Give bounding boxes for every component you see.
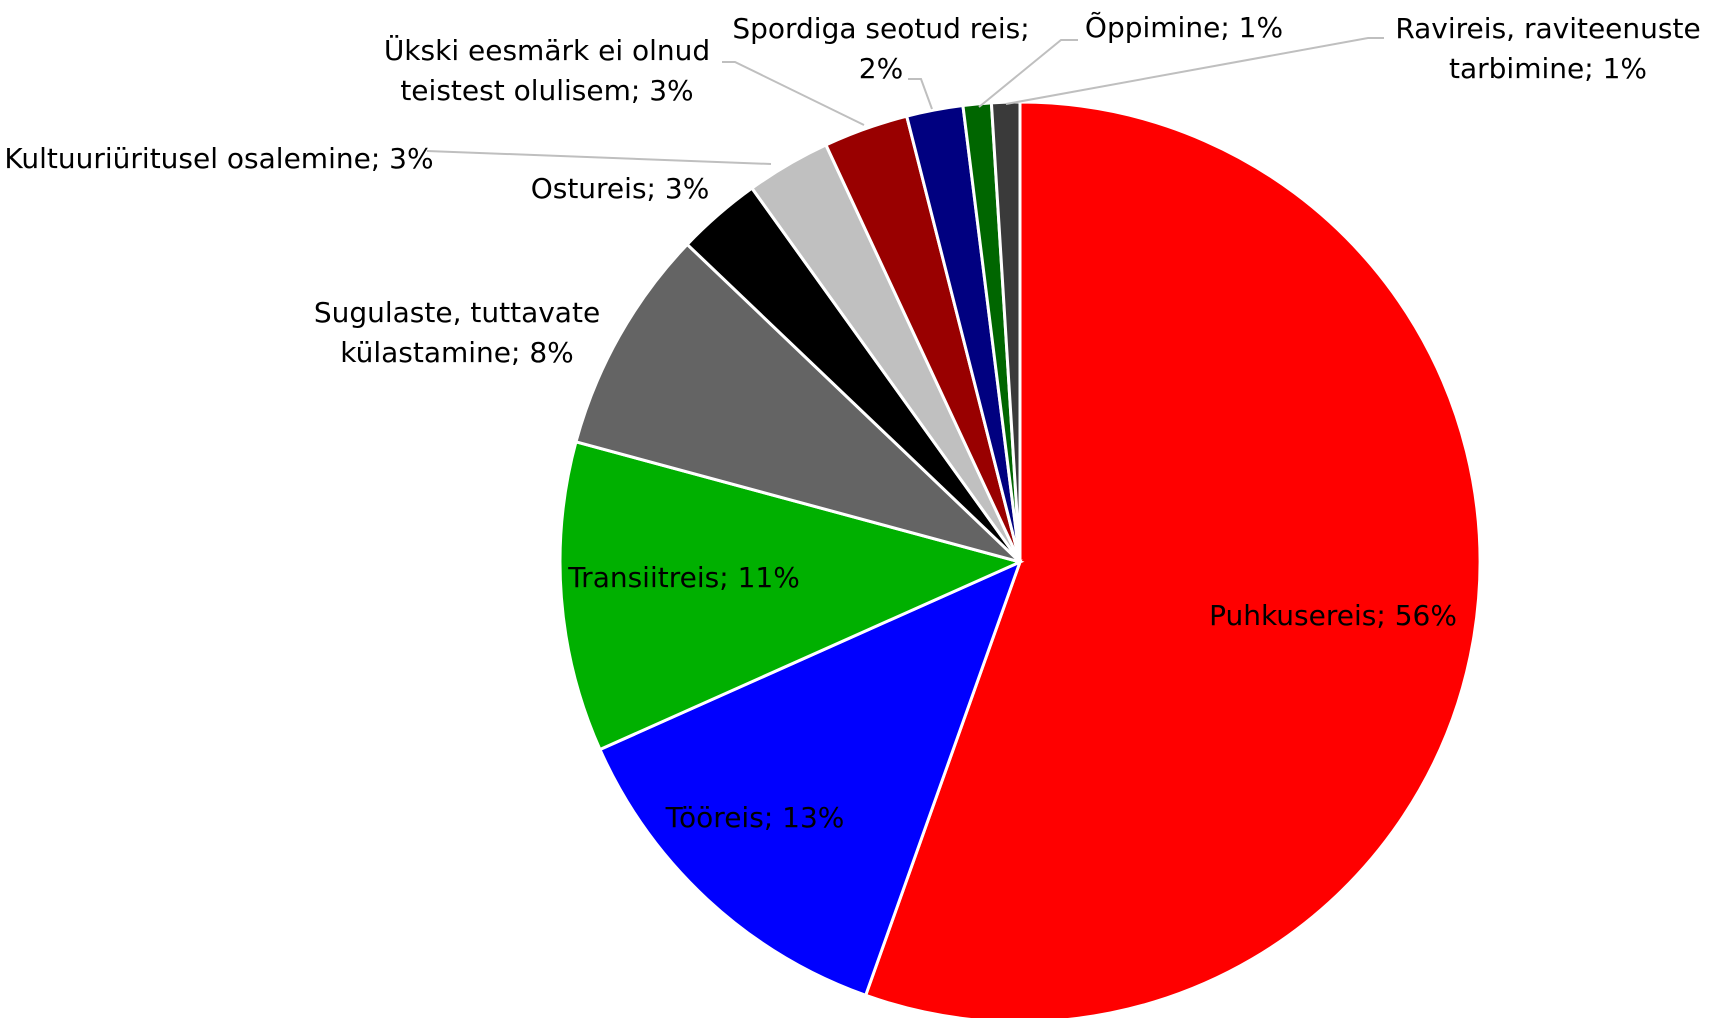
category-name: Ükski eesmärk ei olnud teistest olulisem bbox=[383, 34, 711, 107]
pie-slice bbox=[863, 100, 1482, 1018]
data-label: Ravireis, raviteenuste tarbimine; 1% bbox=[1383, 9, 1713, 89]
label-separator: ; bbox=[646, 172, 665, 205]
leader-line bbox=[1005, 37, 1384, 105]
pie-slice bbox=[558, 439, 1025, 752]
data-label: Õppimine; 1% bbox=[1054, 8, 1314, 48]
label-separator: ; bbox=[511, 336, 530, 369]
data-label: Sugulaste, tuttavate külastamine; 8% bbox=[292, 293, 622, 373]
label-separator: ; bbox=[763, 801, 783, 834]
data-label: Transiitreis; 11% bbox=[534, 558, 834, 598]
category-name: Puhkusereis bbox=[1209, 599, 1377, 632]
label-separator: ; bbox=[1584, 52, 1603, 85]
category-name: Sugulaste, tuttavate külastamine bbox=[313, 296, 601, 369]
label-separator: ; bbox=[1376, 599, 1395, 632]
data-label: Ükski eesmärk ei olnud teistest olulisem… bbox=[367, 31, 727, 111]
label-separator: ; bbox=[370, 142, 390, 175]
label-separator: ; bbox=[1020, 12, 1030, 45]
pie-slice bbox=[597, 559, 1023, 998]
data-label: Ostureis; 3% bbox=[470, 169, 770, 209]
category-name: Ravireis, raviteenuste tarbimine bbox=[1395, 12, 1701, 85]
pie-slice bbox=[574, 242, 1022, 564]
label-separator: ; bbox=[719, 561, 738, 594]
category-name: Spordiga seotud reis bbox=[732, 12, 1021, 45]
data-label: Tööreis; 13% bbox=[605, 798, 905, 838]
value-label: 11% bbox=[737, 561, 800, 594]
data-label: Kultuuriüritusel osalemine; 3% bbox=[0, 139, 439, 179]
data-label: Puhkusereis; 56% bbox=[1133, 596, 1533, 636]
data-label: Spordiga seotud reis; 2% bbox=[716, 9, 1046, 89]
leader-line bbox=[426, 150, 772, 165]
value-label: 3% bbox=[649, 74, 694, 107]
category-name: Transiitreis bbox=[568, 561, 720, 594]
value-label: 1% bbox=[1238, 11, 1284, 44]
label-separator: ; bbox=[630, 74, 650, 107]
value-label: 13% bbox=[782, 801, 845, 834]
value-label: 8% bbox=[529, 336, 574, 369]
value-label: 1% bbox=[1602, 52, 1647, 85]
category-name: Tööreis bbox=[665, 801, 764, 834]
leader-line bbox=[722, 61, 865, 126]
value-label: 3% bbox=[389, 142, 434, 175]
category-name: Õppimine bbox=[1084, 11, 1221, 44]
category-name: Kultuuriüritusel osalemine bbox=[4, 142, 371, 175]
value-label: 3% bbox=[664, 172, 710, 205]
leader-line bbox=[978, 39, 1078, 108]
leader-line bbox=[908, 78, 933, 110]
category-name: Ostureis bbox=[530, 172, 647, 205]
label-separator: ; bbox=[1220, 11, 1239, 44]
value-label: 2% bbox=[858, 52, 904, 85]
value-label: 56% bbox=[1394, 599, 1457, 632]
